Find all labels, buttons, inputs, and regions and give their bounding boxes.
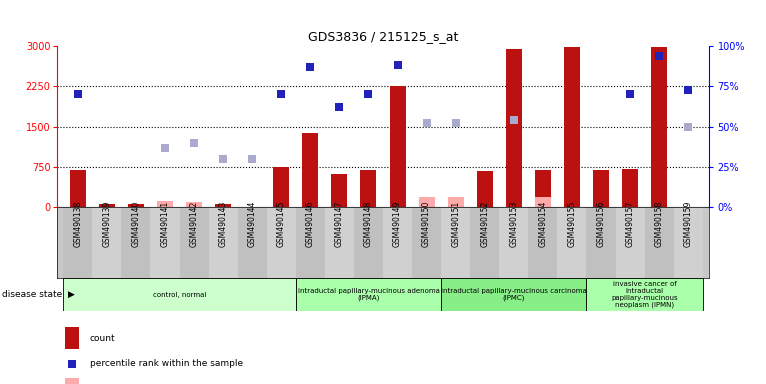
Bar <box>593 170 609 207</box>
Bar <box>383 207 412 278</box>
Bar <box>651 47 667 207</box>
Bar <box>296 278 441 311</box>
Bar <box>470 207 499 278</box>
Bar <box>447 197 463 207</box>
Bar <box>354 207 383 278</box>
Point <box>391 62 404 68</box>
Point <box>333 104 345 111</box>
Bar <box>64 327 79 349</box>
Bar <box>622 169 638 207</box>
Bar <box>296 207 325 278</box>
Bar <box>64 207 93 278</box>
Bar <box>64 278 296 311</box>
Point <box>159 145 171 151</box>
Bar <box>325 207 354 278</box>
Bar <box>441 207 470 278</box>
Bar <box>128 204 144 207</box>
Text: disease state  ▶: disease state ▶ <box>2 290 74 299</box>
Text: intraductal papillary-mucinous carcinoma
(IPMC): intraductal papillary-mucinous carcinoma… <box>441 288 587 301</box>
Bar <box>215 204 231 207</box>
Bar <box>93 207 121 278</box>
Bar <box>361 170 376 207</box>
Bar <box>673 207 702 278</box>
Point <box>246 156 258 162</box>
Point <box>682 86 694 93</box>
Point <box>653 53 665 59</box>
Bar <box>499 207 529 278</box>
Point <box>450 121 462 127</box>
Point <box>217 156 229 162</box>
Point <box>362 91 375 98</box>
Bar <box>564 47 580 207</box>
Text: intraductal papillary-mucinous adenoma
(IPMA): intraductal papillary-mucinous adenoma (… <box>297 288 440 301</box>
Bar <box>412 207 441 278</box>
Bar <box>558 207 587 278</box>
Bar <box>476 171 493 207</box>
Point <box>508 117 520 123</box>
Text: percentile rank within the sample: percentile rank within the sample <box>90 359 243 368</box>
Text: count: count <box>90 334 116 343</box>
Point <box>72 91 84 98</box>
Point <box>304 64 316 70</box>
Title: GDS3836 / 215125_s_at: GDS3836 / 215125_s_at <box>308 30 458 43</box>
Bar <box>529 207 558 278</box>
Point <box>421 121 433 127</box>
Bar <box>267 207 296 278</box>
Bar <box>64 378 79 384</box>
Bar <box>99 204 115 207</box>
Bar <box>186 202 202 207</box>
Bar <box>587 278 702 311</box>
Bar <box>237 207 267 278</box>
Bar <box>273 167 290 207</box>
Point <box>682 124 694 130</box>
Point <box>624 91 637 98</box>
Point <box>188 140 200 146</box>
Bar <box>587 207 616 278</box>
Bar <box>157 202 173 207</box>
Point <box>66 361 78 367</box>
Bar <box>208 207 237 278</box>
Bar <box>441 278 587 311</box>
Bar <box>616 207 645 278</box>
Bar <box>506 49 522 207</box>
Bar <box>390 86 405 207</box>
Point <box>275 91 287 98</box>
Text: invasive cancer of
intraductal
papillary-mucinous
neoplasm (IPMN): invasive cancer of intraductal papillary… <box>611 281 678 308</box>
Bar <box>535 197 551 207</box>
Bar <box>645 207 673 278</box>
Bar <box>70 170 86 207</box>
Bar <box>332 174 348 207</box>
Bar <box>179 207 208 278</box>
Bar <box>418 197 434 207</box>
Bar <box>303 133 319 207</box>
Bar <box>150 207 179 278</box>
Text: control, normal: control, normal <box>153 292 206 298</box>
Bar <box>121 207 150 278</box>
Bar <box>535 170 551 207</box>
